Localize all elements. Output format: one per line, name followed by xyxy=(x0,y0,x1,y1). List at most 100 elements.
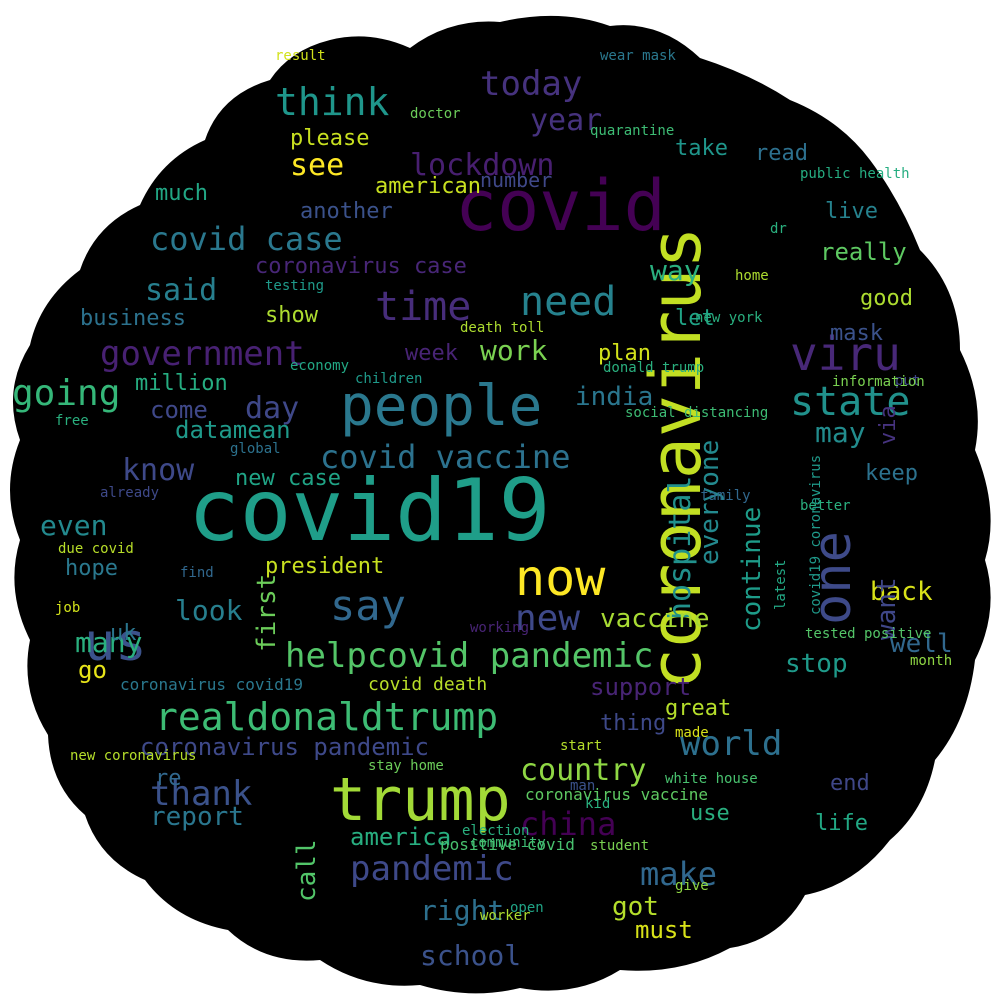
cloud-word: donald trump xyxy=(603,360,704,376)
cloud-word: right xyxy=(420,894,504,927)
cloud-word: working xyxy=(470,620,529,636)
cloud-word: china xyxy=(520,805,616,843)
cloud-word: worker xyxy=(480,908,531,924)
cloud-word: back xyxy=(870,577,933,607)
cloud-word: realdonaldtrump xyxy=(155,695,498,739)
cloud-word: better xyxy=(800,498,851,514)
cloud-word: covid19 coronavirus xyxy=(808,455,824,615)
cloud-word: new york xyxy=(695,310,763,326)
cloud-word: global xyxy=(230,441,281,457)
cloud-word: week xyxy=(405,341,458,366)
cloud-word: uk xyxy=(110,621,137,646)
cloud-word: tested positive xyxy=(805,626,931,642)
cloud-word: day xyxy=(245,391,299,426)
cloud-word: trump xyxy=(330,765,511,835)
cloud-word: call xyxy=(292,839,322,902)
cloud-word: people xyxy=(340,374,542,439)
cloud-word: good xyxy=(860,286,913,311)
cloud-word: said xyxy=(145,273,217,308)
cloud-word: open xyxy=(510,900,544,916)
cloud-word: many xyxy=(75,626,142,659)
cloud-word: india xyxy=(575,382,653,412)
cloud-word: great xyxy=(665,696,731,721)
cloud-word: know xyxy=(122,453,195,488)
cloud-word: even xyxy=(40,509,107,542)
cloud-word: covid vaccine xyxy=(320,438,570,476)
cloud-word: white house xyxy=(665,771,758,787)
cloud-word: well xyxy=(890,629,953,659)
cloud-word: us xyxy=(84,613,147,673)
cloud-word: viru xyxy=(790,327,901,381)
cloud-word: datamean xyxy=(175,416,291,444)
cloud-word: find xyxy=(180,565,214,581)
cloud-word: coronavirus pandemic xyxy=(140,733,429,761)
cloud-word: life xyxy=(815,811,868,836)
cloud-word: student xyxy=(590,838,649,854)
cloud-word: business xyxy=(80,306,186,331)
cloud-word: coronavirus xyxy=(635,226,717,690)
cloud-word: take xyxy=(675,136,728,161)
cloud-word: world xyxy=(680,724,782,764)
cloud-word: via xyxy=(876,405,901,445)
cloud-word: covid death xyxy=(368,674,487,695)
cloud-word: quarantine xyxy=(590,123,674,139)
cloud-word: mask xyxy=(830,321,883,346)
cloud-word: state xyxy=(790,379,910,425)
cloud-word: first xyxy=(252,574,282,652)
cloud-word: end xyxy=(830,771,870,796)
cloud-word: positive covid xyxy=(440,835,575,854)
cloud-word: use xyxy=(690,801,730,826)
cloud-word: children xyxy=(355,371,422,387)
cloud-word: number xyxy=(480,168,552,192)
cloud-word: death toll xyxy=(460,320,544,336)
cloud-word: need xyxy=(520,279,616,325)
cloud-word: stop xyxy=(785,649,848,679)
cloud-word: man xyxy=(570,778,595,794)
cloud-word: look xyxy=(175,594,243,627)
cloud-word: keep xyxy=(865,461,918,486)
cloud-word: put xyxy=(895,373,920,389)
cloud-word: country xyxy=(520,753,646,788)
cloud-word: thing xyxy=(600,711,666,736)
cloud-word: already xyxy=(100,485,159,501)
cloud-word: today xyxy=(480,64,582,104)
cloud-word: work xyxy=(480,334,548,367)
cloud-word: give xyxy=(675,878,709,894)
cloud-word: must xyxy=(635,916,693,944)
cloud-word: make xyxy=(640,855,717,893)
cloud-word: new coronavirus xyxy=(70,748,196,764)
cloud-word: public health xyxy=(800,166,910,182)
cloud-word: job xyxy=(55,600,80,616)
cloud-word: really xyxy=(820,238,907,266)
cloud-word: information xyxy=(832,374,925,390)
cloud-word: want xyxy=(872,577,902,640)
cloud-word: wear mask xyxy=(600,48,676,64)
cloud-word: coronavirus vaccine xyxy=(525,785,708,804)
cloud-word: say xyxy=(330,581,406,630)
cloud-word: dr xyxy=(770,221,787,237)
cloud-word: continue xyxy=(737,507,767,632)
cloud-word: time xyxy=(375,284,471,330)
cloud-word: due covid xyxy=(58,541,134,557)
cloud-word: election xyxy=(462,823,529,839)
cloud-word: result xyxy=(275,48,326,64)
cloud-word: one xyxy=(803,531,863,625)
cloud-word: doctor xyxy=(410,106,461,122)
cloud-word: america xyxy=(350,823,451,851)
cloud-word: year xyxy=(530,103,602,138)
cloud-word: school xyxy=(420,939,521,972)
cloud-word: home xyxy=(735,268,769,284)
cloud-word: come xyxy=(150,396,208,424)
cloud-word: think xyxy=(275,80,390,124)
cloud-word: start xyxy=(560,738,602,754)
cloud-word: got xyxy=(612,892,659,922)
cloud-word: plan xyxy=(598,341,651,366)
cloud-word: now xyxy=(515,549,606,607)
cloud-word: president xyxy=(265,554,384,579)
cloud-word: lockdown xyxy=(410,148,555,183)
cloud-word: latest xyxy=(773,559,789,610)
cloud-word: going xyxy=(12,373,120,414)
cloud-word: may xyxy=(815,416,866,449)
cloud-word: kid xyxy=(585,796,610,812)
cloud-word: see xyxy=(290,148,344,183)
